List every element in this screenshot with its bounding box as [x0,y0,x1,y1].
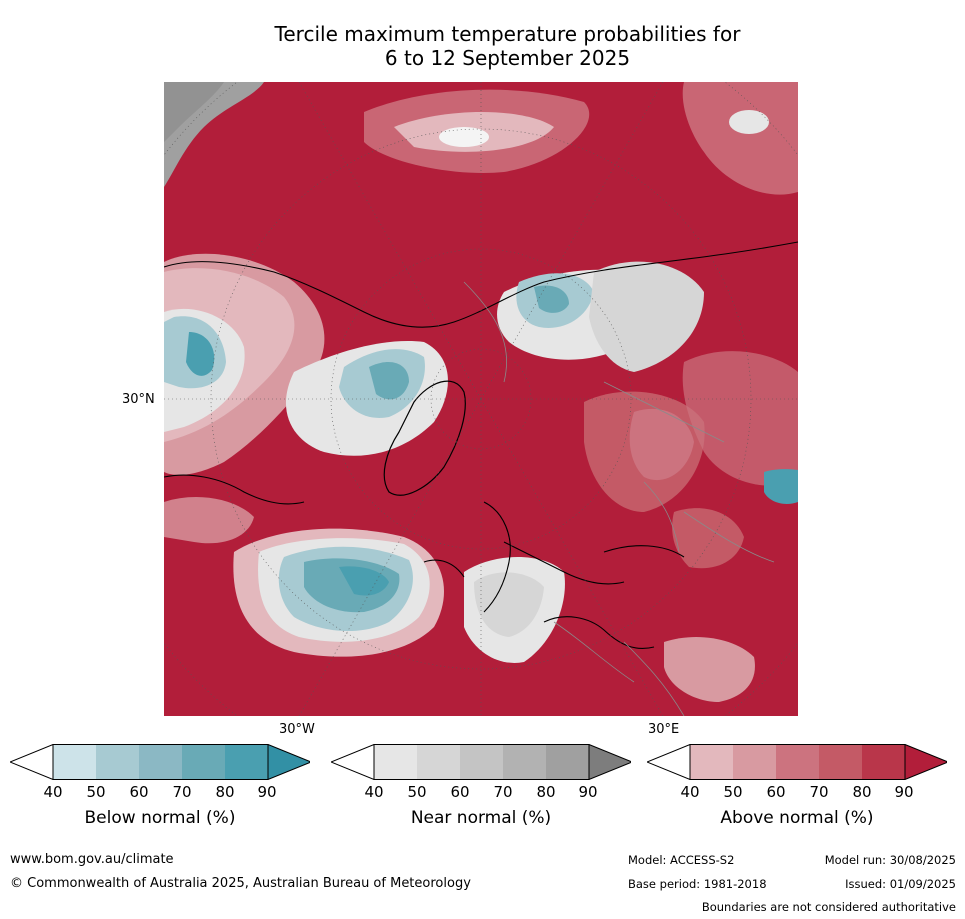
footer-copyright: © Commonwealth of Australia 2025, Austra… [10,876,471,891]
tick-label: 90 [578,783,598,801]
legend-color-box [460,744,503,780]
legend-near-normal [329,743,634,781]
tick-label: 50 [86,783,106,801]
tick-label: 80 [852,783,872,801]
tick-label: 60 [766,783,786,801]
graticule [164,82,798,716]
legend-near-normal-bar [329,743,634,781]
chart-title: Tercile maximum temperature probabilitie… [160,22,855,70]
coastlines [164,241,798,649]
legend-color-box [776,744,819,780]
lon-label-30w: 30°W [279,722,315,737]
legend-above-normal-label: Above normal (%) [720,808,874,828]
legend-color-box [690,744,733,780]
footer-website: www.bom.gov.au/climate [10,852,174,867]
legend-extend-low [8,743,54,781]
legend-color-box [417,744,460,780]
legend-frame [52,744,269,780]
footer-disclaimer: Boundaries are not considered authoritat… [701,900,956,914]
legend-extend-low [645,743,691,781]
tick-label: 40 [364,783,384,801]
lat-label-30n: 30°N [122,392,155,407]
tick-label: 50 [407,783,427,801]
legend-above-normal-ticks: 40 50 60 70 80 90 [647,783,947,801]
tick-label: 50 [723,783,743,801]
legend-below-normal-label: Below normal (%) [84,808,236,828]
legend-color-box [819,744,862,780]
title-line-2: 6 to 12 September 2025 [384,46,631,70]
legend-extend-high [904,743,950,781]
tick-label: 90 [894,783,914,801]
tick-label: 70 [809,783,829,801]
legend-near-normal-ticks: 40 50 60 70 80 90 [331,783,631,801]
legend-below-normal-bar [8,743,313,781]
legend-extend-high [588,743,634,781]
tick-label: 60 [129,783,149,801]
legend-frame [689,744,906,780]
legend-color-box [503,744,546,780]
boundaries [463,281,775,716]
legend-color-box [53,744,96,780]
legend-below-normal [8,743,313,781]
legend-frame [373,744,590,780]
tick-label: 70 [493,783,513,801]
legend-color-box [862,744,905,780]
legend-extend-low [329,743,375,781]
legend-color-box [733,744,776,780]
lon-label-30e: 30°E [648,722,680,737]
tick-label: 60 [450,783,470,801]
tick-label: 40 [43,783,63,801]
legend-below-normal-ticks: 40 50 60 70 80 90 [10,783,310,801]
footer-issued: Issued: 01/09/2025 [845,877,956,891]
title-line-1: Tercile maximum temperature probabilitie… [274,22,741,46]
tick-label: 80 [215,783,235,801]
near-normal-region-nw-inner [164,82,224,142]
footer-base-period: Base period: 1981-2018 [628,877,767,891]
legend-near-normal-label: Near normal (%) [410,808,552,828]
greenland-outline [383,380,466,496]
legend-color-box [225,744,268,780]
footer-model-run: Model run: 30/08/2025 [824,853,956,867]
legend-extend-high [267,743,313,781]
legend-color-box [96,744,139,780]
legend-color-box [546,744,589,780]
tick-label: 40 [680,783,700,801]
legend-color-box [182,744,225,780]
legend-color-box [374,744,417,780]
probability-map [164,82,798,716]
tick-label: 90 [257,783,277,801]
legend-color-box [139,744,182,780]
legend-above-normal [645,743,950,781]
tick-label: 70 [172,783,192,801]
tick-label: 80 [536,783,556,801]
legend-above-normal-bar [645,743,950,781]
footer-model: Model: ACCESS-S2 [628,853,735,867]
